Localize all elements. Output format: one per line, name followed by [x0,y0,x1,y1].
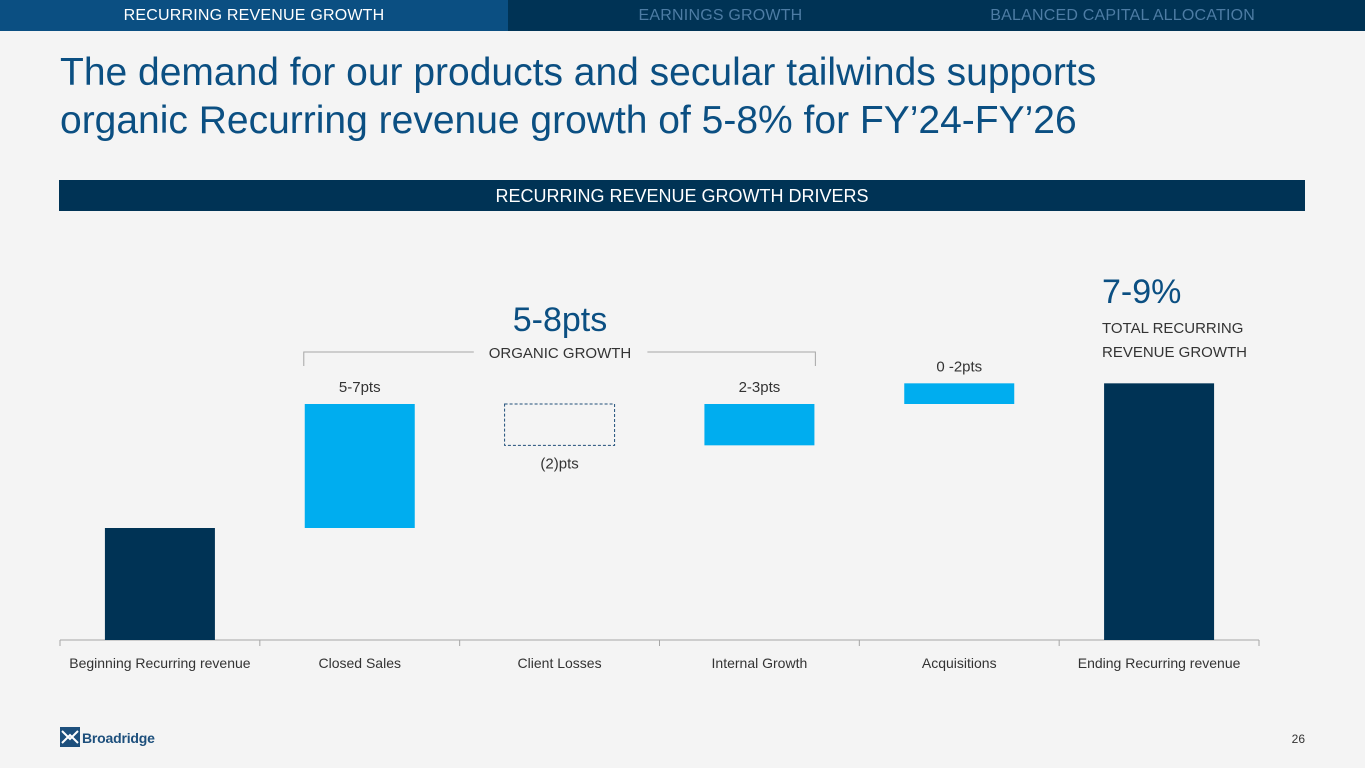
page-title-line-1: The demand for our products and secular … [60,51,1097,94]
total-growth-value: 7-9% [1102,273,1181,311]
section-banner: RECURRING REVENUE GROWTH DRIVERS [59,180,1305,211]
top-navigation: RECURRING REVENUE GROWTH EARNINGS GROWTH… [0,0,1365,31]
broadridge-logo: Broadridge [60,727,160,749]
tab-balanced-capital-allocation[interactable]: BALANCED CAPITAL ALLOCATION [990,7,1255,24]
page-number: 26 [1291,732,1305,746]
x-tick-label: Internal Growth [712,655,808,671]
organic-bracket-right [647,351,816,366]
x-tick-label: Beginning Recurring revenue [69,655,251,671]
x-tick-label: Ending Recurring revenue [1078,655,1241,671]
data-label: 0 -2pts [936,358,982,375]
data-label: (2)pts [540,455,578,472]
broadridge-logo-icon [60,727,80,747]
data-label: 5-7pts [339,379,381,396]
total-growth-label-line-2: REVENUE GROWTH [1102,344,1247,361]
tab-recurring-revenue-growth[interactable]: RECURRING REVENUE GROWTH [0,0,508,31]
x-tick-label: Closed Sales [319,655,402,671]
organic-growth-value: 5-8pts [513,301,608,339]
bar-decrease [504,403,616,446]
bar-increase [704,404,815,446]
bar-ending-total [1104,383,1215,640]
bar-beginning-total [104,528,215,640]
organic-bracket-left [303,351,474,366]
page-title: The demand for our products and secular … [60,49,1300,145]
page-title-line-2: organic Recurring revenue growth of 5-8%… [60,99,1077,142]
organic-growth-label: ORGANIC GROWTH [489,345,632,362]
total-growth-label-line-1: TOTAL RECURRING [1102,320,1243,337]
x-tick-label: Acquisitions [922,655,997,671]
bar-increase [304,404,415,528]
x-tick-label: Client Losses [518,655,602,671]
logo-text: Broadridge [82,730,155,746]
data-label: 2-3pts [739,379,781,396]
bar-increase [904,383,1015,404]
tab-earnings-growth[interactable]: EARNINGS GROWTH [638,7,803,24]
